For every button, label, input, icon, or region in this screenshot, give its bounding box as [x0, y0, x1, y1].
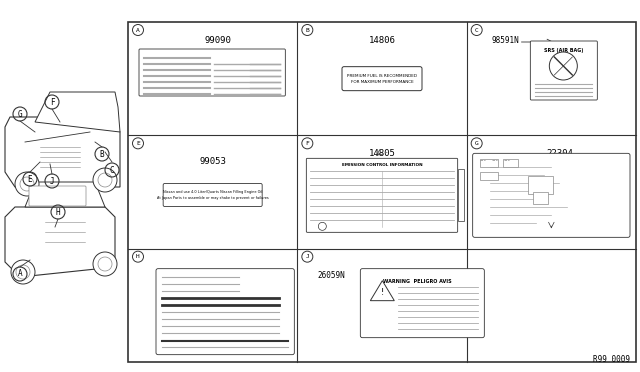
Text: G: G: [475, 141, 479, 146]
Text: FOR MAXIMUM PERFORMANCE: FOR MAXIMUM PERFORMANCE: [351, 80, 413, 84]
Text: A: A: [136, 28, 140, 32]
Circle shape: [93, 252, 117, 276]
FancyBboxPatch shape: [156, 269, 294, 355]
Circle shape: [98, 173, 112, 187]
Text: 99053: 99053: [199, 157, 226, 166]
Bar: [479, 172, 498, 180]
Text: !: !: [381, 288, 384, 297]
Text: E: E: [136, 141, 140, 146]
Bar: [502, 159, 518, 167]
FancyBboxPatch shape: [531, 41, 597, 100]
FancyBboxPatch shape: [163, 183, 262, 206]
FancyBboxPatch shape: [473, 153, 630, 237]
Text: At Japan Parts to assemble or may shake to prevent or failures: At Japan Parts to assemble or may shake …: [157, 196, 269, 200]
Bar: [458, 169, 463, 221]
Text: B: B: [100, 150, 104, 158]
Text: A: A: [18, 269, 22, 279]
FancyBboxPatch shape: [360, 269, 484, 338]
Bar: [533, 192, 548, 204]
Text: C: C: [109, 166, 115, 174]
Text: WARNING  PELIGRO AVIS: WARNING PELIGRO AVIS: [383, 279, 452, 284]
Text: Nissan and use 4.0 Liter/Quarts Nissan Filling Engine Oil: Nissan and use 4.0 Liter/Quarts Nissan F…: [163, 190, 262, 194]
Circle shape: [93, 168, 117, 192]
Polygon shape: [5, 117, 120, 187]
Text: B: B: [305, 28, 309, 32]
Circle shape: [318, 222, 326, 230]
Text: 99090: 99090: [204, 36, 231, 45]
Text: H: H: [56, 208, 60, 217]
Circle shape: [549, 52, 577, 80]
FancyBboxPatch shape: [307, 158, 458, 232]
Text: H: H: [136, 254, 140, 259]
FancyBboxPatch shape: [29, 186, 86, 206]
Text: 14806: 14806: [369, 36, 396, 45]
Circle shape: [11, 260, 35, 284]
Text: R99 0009: R99 0009: [593, 355, 630, 364]
Text: F: F: [50, 97, 54, 106]
Text: EMISSION CONTROL INFORMATION: EMISSION CONTROL INFORMATION: [342, 163, 422, 167]
Circle shape: [20, 177, 34, 191]
Text: 990A2: 990A2: [207, 274, 231, 283]
Bar: [128, 22, 636, 362]
Text: G: G: [18, 109, 22, 119]
Circle shape: [16, 265, 30, 279]
Circle shape: [15, 172, 39, 196]
FancyBboxPatch shape: [139, 49, 285, 96]
Polygon shape: [5, 207, 115, 277]
Text: 14805: 14805: [369, 149, 396, 158]
Text: 98591N: 98591N: [492, 36, 520, 45]
Text: J: J: [305, 254, 309, 259]
Bar: [479, 159, 498, 167]
Polygon shape: [35, 92, 120, 132]
Text: E: E: [28, 174, 32, 183]
Polygon shape: [25, 182, 105, 207]
FancyBboxPatch shape: [342, 67, 422, 91]
Text: F: F: [305, 141, 309, 146]
Text: 26059N: 26059N: [317, 271, 345, 280]
Bar: [529, 176, 554, 194]
Text: PREMIUM FUEL IS RECOMMENDED: PREMIUM FUEL IS RECOMMENDED: [347, 74, 417, 78]
Circle shape: [98, 257, 112, 271]
Text: C: C: [475, 28, 479, 32]
Text: J: J: [50, 176, 54, 186]
Text: 22304: 22304: [546, 149, 573, 158]
Text: SRS (AIR BAG): SRS (AIR BAG): [543, 48, 583, 53]
Polygon shape: [371, 280, 394, 301]
